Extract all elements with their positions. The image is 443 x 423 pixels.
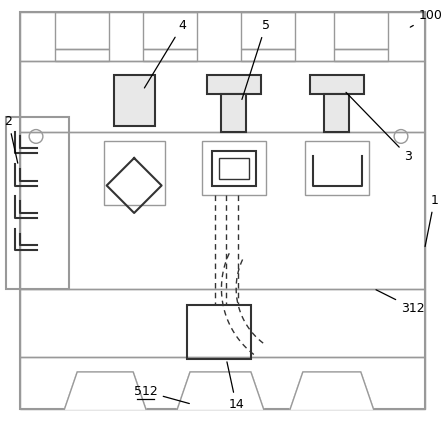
Text: 14: 14 (227, 362, 244, 411)
Text: 2: 2 (4, 115, 18, 163)
Bar (305, 141, 369, 195)
Bar (20, 288, 424, 357)
Bar (241, 12, 295, 49)
Text: 3: 3 (346, 92, 412, 162)
Bar (54, 12, 109, 49)
Bar (20, 357, 424, 409)
Bar (20, 132, 424, 288)
Text: 1: 1 (425, 194, 438, 247)
Bar (113, 74, 155, 126)
Bar (54, 49, 109, 61)
Bar (104, 141, 164, 205)
Text: 512: 512 (134, 385, 189, 404)
Bar (241, 49, 295, 61)
Bar (6, 117, 70, 288)
Bar (207, 74, 260, 94)
Bar (202, 141, 266, 195)
Bar (212, 151, 256, 186)
Text: 312: 312 (376, 290, 424, 315)
Bar (143, 12, 197, 49)
Bar (20, 12, 424, 61)
Text: 5: 5 (242, 19, 270, 99)
Bar (187, 305, 251, 359)
Bar (334, 49, 388, 61)
Polygon shape (177, 372, 264, 409)
Bar (334, 12, 388, 49)
Bar (310, 74, 364, 94)
Text: 100: 100 (410, 9, 443, 27)
Bar (20, 61, 424, 132)
Bar (222, 94, 246, 132)
Polygon shape (65, 372, 146, 409)
Polygon shape (290, 372, 373, 409)
Bar (218, 158, 249, 179)
Bar (324, 94, 349, 132)
Bar (143, 49, 197, 61)
Text: 4: 4 (144, 19, 186, 88)
